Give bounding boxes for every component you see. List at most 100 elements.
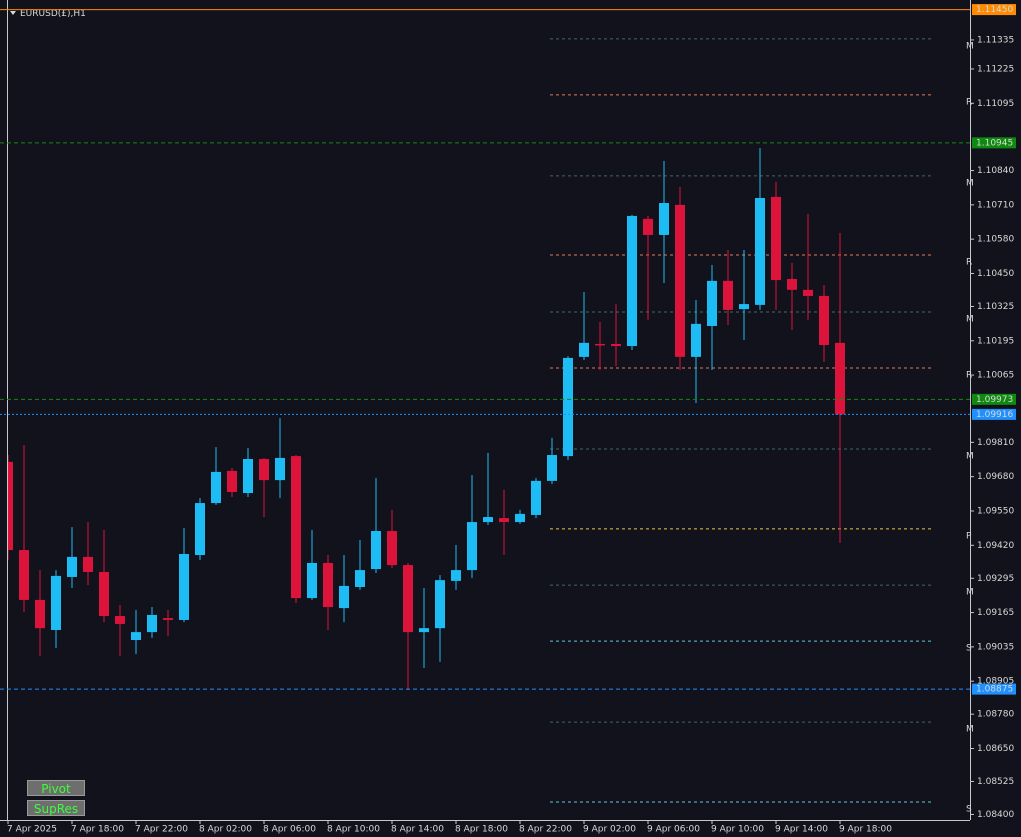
level-label-box (972, 137, 1016, 149)
candle-body (707, 280, 717, 326)
y-tick-label: 1.11095 (977, 99, 1014, 109)
candle-body (515, 513, 525, 523)
pivot-label: S (966, 805, 972, 815)
candle-body (451, 570, 461, 581)
candle-body (307, 562, 317, 599)
level-label-box (972, 393, 1016, 405)
candle-body (595, 343, 605, 346)
y-tick-label: 1.10325 (977, 302, 1014, 312)
pivot-label: R (966, 258, 972, 268)
y-tick-label: 1.10450 (977, 269, 1014, 279)
level-label-box (972, 408, 1016, 420)
pivot-label: M (966, 588, 974, 598)
level-label-box (972, 4, 1016, 16)
y-tick-label: 1.10710 (977, 200, 1014, 210)
y-tick-label: 1.09035 (977, 642, 1014, 652)
candle-body (387, 531, 397, 566)
y-tick-label: 1.09810 (977, 438, 1014, 448)
chart-title: EURUSD(£),H1 (20, 9, 86, 19)
candle-body (403, 565, 413, 633)
y-tick-label: 1.09420 (977, 541, 1014, 551)
pivot-label: S (966, 644, 972, 654)
pivot-button[interactable]: Pivot (27, 780, 85, 796)
x-tick-label: 8 Apr 22:00 (519, 825, 572, 835)
candle-body (67, 556, 77, 577)
candle-body (35, 599, 45, 629)
candle-body (419, 628, 429, 633)
candle-body (659, 203, 669, 235)
y-tick-label: 1.09550 (977, 506, 1014, 516)
x-tick-label: 9 Apr 06:00 (647, 825, 700, 835)
candle-body (179, 553, 189, 620)
candle-body (787, 279, 797, 290)
candle-body (483, 517, 493, 523)
candle-body (835, 342, 845, 415)
level-label: 1.09973 (976, 395, 1013, 405)
candle-body (563, 357, 573, 457)
candle-body (803, 289, 813, 296)
level-label: 1.09916 (976, 410, 1013, 420)
candle-body (771, 196, 781, 281)
candle-body (371, 531, 381, 570)
candle-body (211, 471, 221, 504)
pivot-label: M (966, 178, 974, 188)
candle-body (531, 480, 541, 515)
x-tick-label: 8 Apr 10:00 (327, 825, 380, 835)
x-tick-label: 7 Apr 18:00 (71, 825, 124, 835)
plot-area (7, 38, 932, 803)
x-tick-label: 8 Apr 02:00 (199, 825, 252, 835)
level-label-box (972, 683, 1016, 695)
title-arrow (10, 11, 16, 15)
candle-body (723, 280, 733, 310)
candle-body (547, 455, 557, 481)
candle-body (323, 562, 333, 608)
candle-body (339, 585, 349, 609)
y-tick-label: 1.10840 (977, 166, 1014, 176)
y-tick-label: 1.08905 (977, 677, 1014, 687)
y-tick-label: 1.10195 (977, 336, 1014, 346)
pivot-label: R (966, 370, 972, 380)
y-tick-label: 1.08780 (977, 710, 1014, 720)
x-tick-label: 9 Apr 18:00 (839, 825, 892, 835)
level-label: 1.11450 (976, 5, 1013, 15)
candle-body (259, 458, 269, 481)
candle-body (819, 295, 829, 345)
y-tick-label: 1.08650 (977, 744, 1014, 754)
y-tick-label: 1.10065 (977, 371, 1014, 381)
candle-body (83, 556, 93, 572)
candle-body (755, 198, 765, 305)
candle-body (243, 458, 253, 494)
candle-body (611, 343, 621, 347)
x-tick-label: 9 Apr 10:00 (711, 825, 764, 835)
candle-body (19, 550, 29, 600)
y-tick-label: 1.11225 (977, 64, 1014, 74)
pivot-label: M (966, 315, 974, 325)
candle-body (675, 204, 685, 357)
x-tick-label: 8 Apr 18:00 (455, 825, 508, 835)
y-tick-label: 1.11335 (977, 35, 1014, 45)
candle-body (643, 218, 653, 235)
candle-body (467, 522, 477, 571)
y-tick-label: 1.09680 (977, 472, 1014, 482)
candle-body (7, 461, 13, 551)
level-label: 1.08875 (976, 685, 1013, 695)
x-tick-label: 7 Apr 22:00 (135, 825, 188, 835)
pivot-label: M (966, 41, 974, 51)
x-tick-label: 8 Apr 14:00 (391, 825, 444, 835)
y-tick-label: 1.09295 (977, 574, 1014, 584)
x-tick-label: 9 Apr 14:00 (775, 825, 828, 835)
pivot-label: P (966, 531, 972, 541)
candle-body (275, 457, 285, 481)
x-tick-label: 7 Apr 2025 (7, 825, 57, 835)
candle-body (51, 575, 61, 630)
candle-body (195, 503, 205, 556)
supres-button[interactable]: SupRes (27, 800, 85, 816)
y-tick-label: 1.08400 (977, 810, 1014, 820)
pivot-label: R (966, 97, 972, 107)
candle-body (131, 632, 141, 641)
candle-body (355, 570, 365, 587)
candle-body (291, 456, 301, 599)
candle-body (627, 215, 637, 347)
candle-body (499, 518, 509, 523)
